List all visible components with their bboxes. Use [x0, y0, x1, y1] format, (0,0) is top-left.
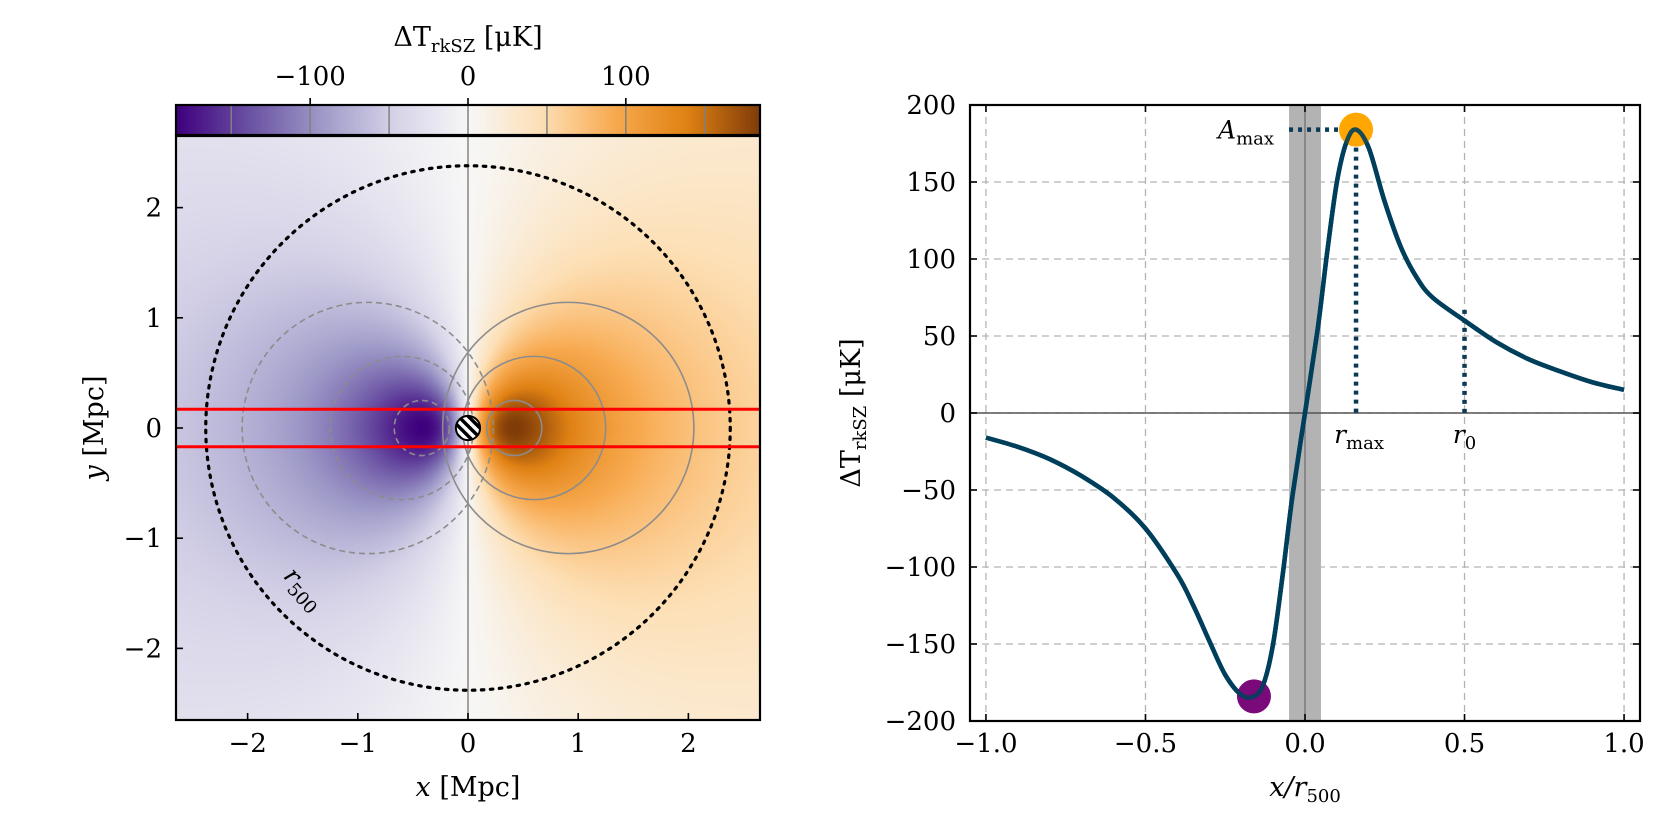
colorbar-tick-label: 100 — [601, 62, 651, 92]
masked-core — [454, 414, 482, 442]
profile-y-tick-label: −50 — [901, 476, 956, 506]
profile-y-tick-label: 0 — [939, 399, 956, 429]
colorbar-tick-label: −100 — [274, 62, 345, 92]
profile-x-tick-label: −0.5 — [1114, 729, 1177, 759]
profile-x-tick-label: −1.0 — [954, 729, 1017, 759]
profile-x-tick-label: 1.0 — [1603, 729, 1644, 759]
profile-y-axis-label: ΔTrkSZ [μK] — [836, 338, 871, 487]
profile-x-tick-label: 0.0 — [1284, 729, 1325, 759]
profile-y-tick-label: −150 — [885, 630, 956, 660]
r500-circle — [204, 164, 732, 692]
colorbar-label: ΔTrkSZ [μK] — [393, 22, 542, 57]
colorbar-contour-levels — [230, 105, 706, 135]
profile-y-tick-label: 50 — [923, 322, 956, 352]
map-x-tick-label: 2 — [680, 729, 697, 759]
profile-x-axis-label: x/r500 — [1269, 772, 1341, 807]
profile-y-tick-label: 200 — [906, 91, 956, 121]
amax-label: Amax — [1216, 116, 1274, 150]
profile-y-tick-label: 150 — [906, 168, 956, 198]
profile-y-tick-label: 100 — [906, 245, 956, 275]
map-ticks: −2 −1 0 1 2 −2 −1 0 1 2 — [124, 194, 697, 759]
map-x-tick-label: −2 — [228, 729, 266, 759]
map-x-tick-label: −1 — [339, 729, 377, 759]
map-x-tick-label: 1 — [570, 729, 587, 759]
profile-curve-overlay — [985, 127, 1625, 700]
map-y-tick-label: 1 — [145, 304, 162, 334]
colorbar-ticks: −100 0 100 — [274, 62, 651, 105]
map-y-tick-label: 0 — [145, 414, 162, 444]
r0-label: r0 — [1453, 420, 1476, 454]
map-y-tick-label: 2 — [145, 194, 162, 224]
map-overlay — [176, 136, 760, 720]
profile-y-tick-label: −200 — [885, 707, 956, 737]
positive-contour — [485, 399, 543, 457]
map-x-tick-label: 0 — [460, 729, 477, 759]
profile-y-tick-label: −100 — [885, 553, 956, 583]
profile-annotations: Amax rmax r0 — [1216, 116, 1476, 454]
positive-contour — [441, 301, 695, 555]
colorbar-tick-label: 0 — [460, 62, 477, 92]
map-y-axis-label: y [Mpc] — [79, 376, 110, 482]
map-y-tick-label: −1 — [124, 524, 162, 554]
profile-ticks: −1.0 −0.5 0.0 0.5 1.0 −200 −150 −100 −50 0 50 100 15… — [885, 91, 1645, 759]
profile-panel: −1.0 −0.5 0.0 0.5 1.0 −200 −150 −100 −50 0 50 100 15… — [836, 91, 1645, 807]
map-panel: −100 0 100 ΔTrkSZ [μK] −2 −1 0 1 2 −2 −1 0 1 2 x [M… — [79, 22, 762, 803]
negative-contour — [393, 399, 451, 457]
profile-x-tick-label: 0.5 — [1444, 729, 1485, 759]
colorbar: −100 0 100 ΔTrkSZ [μK] — [174, 22, 762, 137]
rmax-label: rmax — [1334, 420, 1384, 454]
profile-plot-area — [970, 105, 1640, 721]
map-x-axis-label: x [Mpc] — [416, 772, 521, 803]
map-y-tick-label: −2 — [124, 634, 162, 664]
negative-contour — [241, 301, 495, 555]
